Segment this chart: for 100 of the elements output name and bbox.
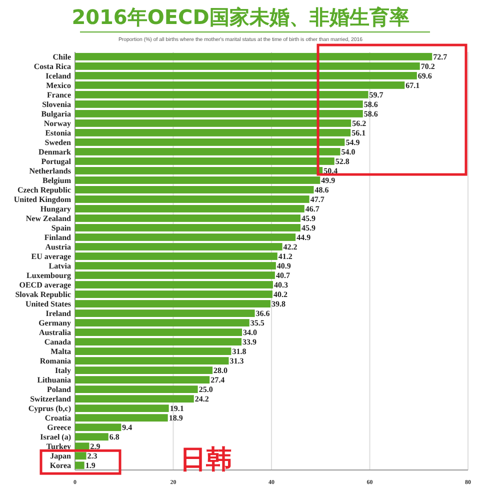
data-label: 59.7 — [369, 90, 384, 100]
bar — [75, 119, 352, 127]
data-label: 47.7 — [310, 195, 324, 204]
bar — [75, 196, 310, 203]
y-tick-label: Iceland — [46, 71, 72, 80]
bar — [75, 243, 282, 250]
data-label: 54.9 — [346, 138, 360, 147]
bar — [75, 262, 276, 270]
bar — [75, 290, 272, 298]
y-tick-label: Poland — [46, 385, 72, 394]
data-label: 42.2 — [283, 242, 298, 252]
bar — [75, 386, 198, 394]
data-label: 45.9 — [301, 214, 316, 224]
bar — [75, 81, 405, 89]
bar — [75, 281, 273, 288]
data-label: 52.8 — [335, 157, 350, 166]
data-label: 2.9 — [90, 442, 100, 452]
y-tick-label: OECD average — [19, 280, 72, 290]
data-label: 19.1 — [170, 404, 184, 414]
y-tick-label: Slovenia — [42, 100, 71, 109]
data-label: 34.0 — [243, 328, 258, 338]
y-tick-label: Chile — [52, 52, 72, 62]
y-tick-label: Spain — [51, 224, 72, 233]
bar — [75, 328, 242, 336]
bar — [75, 148, 340, 156]
y-tick-label: EU average — [31, 252, 72, 262]
bar — [75, 424, 122, 432]
y-tick-label: Croatia — [44, 414, 71, 423]
y-tick-label: Finland — [44, 233, 72, 242]
data-label: 33.9 — [242, 338, 257, 347]
bar — [75, 357, 229, 364]
data-label: 1.9 — [85, 461, 96, 470]
data-label: 28.0 — [214, 366, 228, 376]
bar — [75, 395, 194, 403]
data-label: 9.4 — [122, 423, 132, 432]
data-label: 35.5 — [250, 318, 264, 328]
bar — [75, 214, 300, 222]
data-label: 40.2 — [273, 290, 288, 300]
bar — [75, 462, 84, 470]
data-label: 40.7 — [276, 271, 290, 280]
y-tick-label: Turkey — [46, 442, 71, 452]
data-label: 18.9 — [168, 414, 183, 423]
y-tick-label: Sweden — [44, 138, 72, 147]
bar — [75, 176, 320, 184]
bar — [75, 186, 314, 194]
y-tick-label: United States — [25, 300, 71, 309]
bar — [75, 52, 432, 60]
bar — [75, 138, 345, 146]
y-tick-label: Greece — [47, 423, 72, 432]
bar — [75, 414, 168, 422]
y-tick-label: Costa Rica — [34, 62, 71, 71]
y-tick-label: Hungary — [40, 204, 71, 214]
data-label: 31.3 — [230, 356, 244, 366]
y-tick-label: Denmark — [38, 148, 72, 156]
data-label: 58.6 — [364, 100, 378, 109]
y-tick-label: Ireland — [46, 309, 72, 318]
y-tick-label: Bulgaria — [41, 109, 71, 118]
y-tick-label: Belgium — [42, 176, 72, 186]
y-tick-label: Estonia — [45, 128, 71, 138]
bar — [75, 366, 213, 374]
y-tick-label: Korea — [50, 461, 71, 470]
bar — [75, 72, 417, 80]
y-tick-label: France — [47, 90, 72, 100]
y-tick-label: Luxembourg — [26, 271, 71, 280]
data-label: 72.7 — [433, 52, 448, 62]
data-label: 45.9 — [301, 224, 316, 233]
bar — [75, 110, 363, 118]
data-label: 69.6 — [418, 71, 432, 80]
data-label: 56.1 — [352, 128, 366, 138]
bar — [75, 62, 420, 70]
bar — [75, 300, 271, 308]
data-label: 6.8 — [109, 432, 120, 442]
y-tick-label: Romania — [40, 356, 71, 366]
data-label: 25.0 — [198, 385, 213, 394]
bar — [75, 205, 304, 212]
y-tick-label: Italy — [55, 366, 71, 376]
bar — [75, 234, 296, 241]
data-label: 70.2 — [420, 62, 435, 71]
bar — [75, 319, 250, 326]
bar — [75, 167, 323, 174]
bar — [75, 404, 169, 412]
y-tick-label: Norway — [44, 118, 71, 128]
y-tick-label: Switzerland — [30, 394, 72, 404]
data-label: 48.6 — [314, 186, 329, 195]
data-label: 49.9 — [321, 176, 336, 186]
data-label: 39.8 — [272, 300, 286, 309]
y-tick-label: Lithuania — [37, 376, 71, 385]
y-tick-label: Latvia — [48, 262, 71, 271]
bar — [75, 272, 275, 279]
bar — [75, 90, 368, 98]
y-tick-label: Cyprus (b,c) — [28, 404, 72, 414]
bar — [75, 348, 232, 355]
y-tick-label: Australia — [39, 328, 71, 338]
data-label: 56.2 — [352, 118, 366, 128]
data-label: 67.1 — [406, 80, 420, 90]
y-tick-label: Slovak Republic — [15, 290, 72, 300]
y-tick-label: Mexico — [46, 80, 71, 90]
annotation: 日韩 — [180, 445, 232, 475]
y-tick-label: Canada — [44, 338, 71, 347]
data-label: 46.7 — [305, 204, 320, 214]
